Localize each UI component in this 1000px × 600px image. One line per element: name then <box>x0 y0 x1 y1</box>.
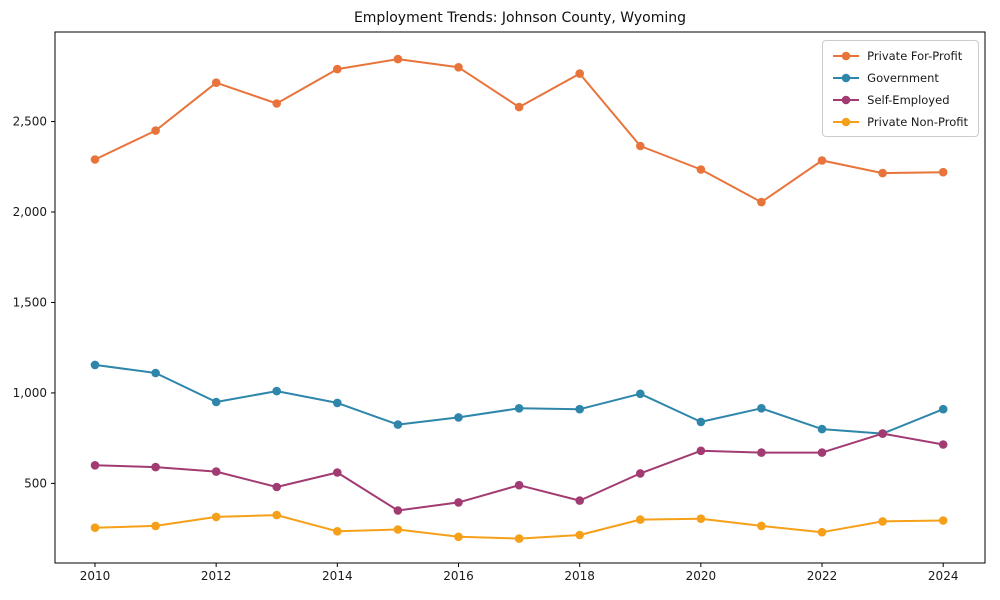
x-tick-label: 2016 <box>443 569 474 583</box>
data-point-government-2018 <box>575 404 584 414</box>
legend-item-government: Government <box>832 70 968 85</box>
data-point-self-employed-2012 <box>211 467 221 476</box>
data-point-private-non-profit-2023 <box>878 517 887 526</box>
data-point-government-2016 <box>454 413 463 422</box>
y-tick-label: 1,000 <box>13 386 47 400</box>
data-point-private-for-profit-2010 <box>90 155 100 164</box>
data-point-government-2019 <box>636 389 645 399</box>
legend-marker-icon <box>841 95 851 104</box>
data-point-private-non-profit-2020 <box>696 514 706 523</box>
data-point-government-2022 <box>817 424 827 434</box>
y-tick-label: 2,500 <box>13 115 47 129</box>
plot-border <box>54 31 986 564</box>
legend-marker-icon <box>841 73 851 82</box>
series-line-self-employed <box>94 432 944 512</box>
data-point-private-for-profit-2011 <box>151 126 160 135</box>
legend-swatch-private-non-profit <box>833 117 860 126</box>
chart-title: Employment Trends: Johnson County, Wyomi… <box>353 10 687 26</box>
data-point-private-non-profit-2017 <box>514 534 524 543</box>
data-point-private-for-profit-2023 <box>878 168 887 178</box>
data-point-self-employed-2019 <box>636 469 645 478</box>
data-point-private-non-profit-2012 <box>211 512 221 522</box>
data-point-self-employed-2017 <box>514 480 524 490</box>
data-point-private-non-profit-2016 <box>454 532 463 542</box>
series-line-government <box>94 363 944 435</box>
y-tick-label: 500 <box>24 476 47 490</box>
data-point-government-2013 <box>272 386 282 396</box>
data-point-private-for-profit-2019 <box>636 141 645 151</box>
legend-marker-icon <box>841 117 851 126</box>
data-point-government-2011 <box>151 368 160 378</box>
data-point-private-for-profit-2020 <box>696 165 706 174</box>
data-point-government-2020 <box>696 417 706 427</box>
chart-legend: Private For-Profit Government Self-Employe… <box>822 40 979 137</box>
data-point-self-employed-2013 <box>272 482 282 492</box>
legend-swatch-government <box>833 73 860 82</box>
data-point-private-non-profit-2011 <box>151 521 160 531</box>
data-point-self-employed-2021 <box>757 448 766 457</box>
x-tick-label: 2014 <box>322 569 353 583</box>
data-point-self-employed-2015 <box>393 506 403 515</box>
data-point-self-employed-2016 <box>454 498 463 507</box>
data-point-government-2010 <box>90 360 100 370</box>
data-point-government-2014 <box>333 398 342 408</box>
y-tick-label: 2,000 <box>13 205 47 219</box>
y-tick-label: 1,500 <box>13 295 47 309</box>
data-point-private-non-profit-2018 <box>575 530 584 540</box>
data-point-self-employed-2023 <box>878 429 887 438</box>
data-point-self-employed-2011 <box>151 462 160 472</box>
legend-item-private-non-profit: Private Non-Profit <box>832 114 968 129</box>
data-point-private-for-profit-2021 <box>757 197 766 207</box>
data-point-private-for-profit-2014 <box>333 64 342 74</box>
data-point-private-non-profit-2015 <box>393 525 403 534</box>
data-point-government-2024 <box>938 404 948 414</box>
data-point-private-for-profit-2013 <box>272 99 282 108</box>
x-tick-label: 2022 <box>807 569 838 583</box>
data-point-private-non-profit-2014 <box>333 527 342 536</box>
data-point-private-for-profit-2012 <box>211 78 221 87</box>
data-point-government-2015 <box>393 420 403 429</box>
data-point-government-2017 <box>514 404 524 413</box>
legend-label-private-non-profit: Private Non-Profit <box>867 114 968 129</box>
data-point-private-for-profit-2018 <box>575 69 584 78</box>
legend-label-private-for-profit: Private For-Profit <box>867 48 963 63</box>
data-point-private-for-profit-2016 <box>454 63 463 72</box>
legend-marker-icon <box>841 51 851 60</box>
data-point-private-non-profit-2022 <box>817 527 827 537</box>
data-point-private-non-profit-2019 <box>636 515 645 524</box>
legend-item-private-for-profit: Private For-Profit <box>832 48 968 63</box>
data-point-private-non-profit-2021 <box>757 521 766 531</box>
legend-label-self-employed: Self-Employed <box>867 92 950 107</box>
data-point-private-non-profit-2010 <box>90 523 100 532</box>
data-point-private-for-profit-2024 <box>938 167 948 177</box>
legend-label-government: Government <box>867 70 939 85</box>
data-point-private-for-profit-2022 <box>817 156 827 165</box>
data-point-self-employed-2020 <box>696 446 706 456</box>
data-point-private-non-profit-2024 <box>938 516 948 525</box>
x-tick-label: 2020 <box>686 569 717 583</box>
legend-swatch-private-for-profit <box>833 51 860 60</box>
data-point-self-employed-2024 <box>938 440 948 449</box>
data-point-self-employed-2022 <box>817 448 827 457</box>
data-point-self-employed-2018 <box>575 496 584 505</box>
data-point-self-employed-2010 <box>90 461 100 470</box>
data-point-private-for-profit-2015 <box>393 54 403 64</box>
x-tick-label: 2010 <box>80 569 111 583</box>
data-point-government-2012 <box>211 397 221 407</box>
series-line-private-for-profit <box>94 58 944 204</box>
x-tick-label: 2018 <box>564 569 595 583</box>
legend-item-self-employed: Self-Employed <box>832 92 968 107</box>
x-tick-label: 2012 <box>201 569 232 583</box>
data-point-private-non-profit-2013 <box>272 510 282 520</box>
data-point-private-for-profit-2017 <box>514 102 524 112</box>
x-tick-label: 2024 <box>928 569 959 583</box>
data-point-self-employed-2014 <box>333 468 342 477</box>
legend-swatch-self-employed <box>833 95 860 104</box>
data-point-government-2021 <box>757 404 766 413</box>
